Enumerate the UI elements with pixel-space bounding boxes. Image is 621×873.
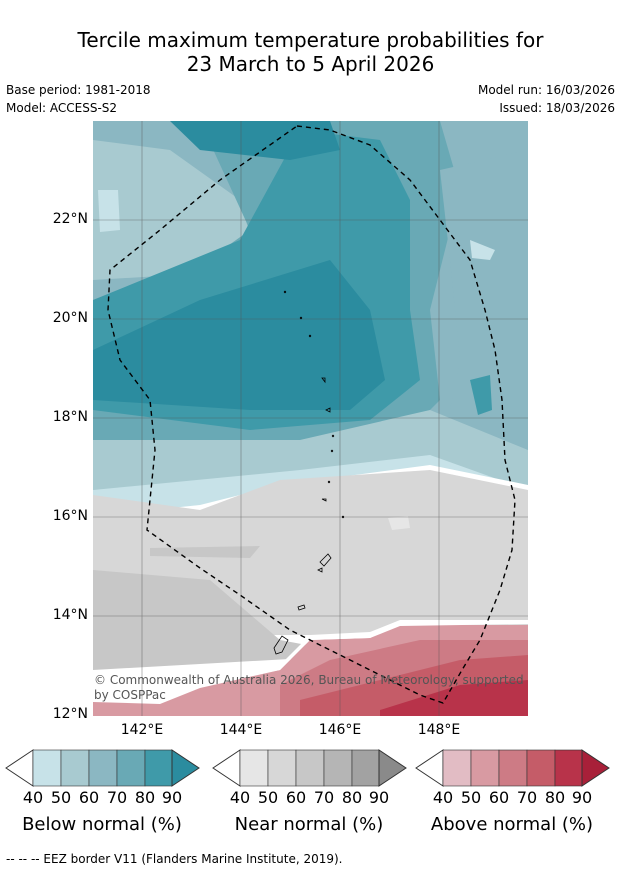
model-run: Model run: 16/03/2026 xyxy=(477,83,615,97)
below-normal-40-east-patch xyxy=(470,240,495,260)
tick: 90 xyxy=(368,788,390,807)
below-normal-label: Below normal (%) xyxy=(22,814,182,835)
lat-label-16n: 16°N xyxy=(52,508,88,524)
lon-label-148e: 148°E xyxy=(417,722,461,738)
islands xyxy=(273,290,345,655)
title-line-2: 23 March to 5 April 2026 xyxy=(186,52,435,76)
guguan-island xyxy=(330,449,334,453)
tick: 50 xyxy=(460,788,482,807)
tick: 60 xyxy=(285,788,307,807)
above-normal-colorbar xyxy=(415,749,610,787)
tick: 70 xyxy=(106,788,128,807)
pagan-island xyxy=(325,407,331,413)
issued-date: Issued: 18/03/2026 xyxy=(499,101,615,115)
tick: 50 xyxy=(50,788,72,807)
lon-label-146e: 146°E xyxy=(318,722,362,738)
model-name: Model: ACCESS-S2 xyxy=(6,101,118,115)
below-normal-90-patch-north xyxy=(170,121,340,160)
tick: 40 xyxy=(432,788,454,807)
lat-label-20n: 20°N xyxy=(52,310,88,326)
lat-label-12n: 12°N xyxy=(52,706,88,722)
saipan-island xyxy=(319,553,332,567)
lat-label-18n: 18°N xyxy=(52,409,88,425)
near-normal-40-patch xyxy=(388,516,410,530)
tick: 60 xyxy=(78,788,100,807)
near-normal-50-north-edge xyxy=(93,470,528,530)
tinian-island xyxy=(317,567,323,573)
title-line-1: Tercile maximum temperature probabilitie… xyxy=(77,28,544,52)
below-normal-colorbar xyxy=(5,749,200,787)
below-normal-40-patch xyxy=(98,190,120,232)
maug-island xyxy=(299,316,303,320)
eez-footnote: -- -- -- EEZ border V11 (Flanders Marine… xyxy=(6,852,343,866)
farallon-de-medinilla-island xyxy=(341,515,345,519)
tick: 70 xyxy=(516,788,538,807)
tick: 40 xyxy=(229,788,251,807)
rota-island xyxy=(297,604,306,611)
guam-island xyxy=(273,635,289,655)
tick: 80 xyxy=(341,788,363,807)
lat-label-14n: 14°N xyxy=(52,607,88,623)
below-normal-50-region xyxy=(93,140,260,280)
tick: 80 xyxy=(544,788,566,807)
sarigan-island xyxy=(327,480,331,484)
graticule xyxy=(93,121,528,716)
copyright-line-1: © Commonwealth of Australia 2026, Bureau… xyxy=(94,673,524,687)
base-period: Base period: 1981-2018 xyxy=(6,83,151,97)
tick: 90 xyxy=(161,788,183,807)
probability-map: © Commonwealth of Australia 2026, Bureau… xyxy=(93,121,528,716)
chart-title: Tercile maximum temperature probabilitie… xyxy=(0,28,621,76)
tick: 60 xyxy=(488,788,510,807)
alamagan-island xyxy=(331,434,335,438)
near-normal-label: Near normal (%) xyxy=(234,814,384,835)
above-normal-80-region xyxy=(380,680,528,716)
tick: 90 xyxy=(571,788,593,807)
anatahan-island xyxy=(321,498,327,502)
near-normal-60-strip xyxy=(150,546,260,558)
meta-left: Base period: 1981-2018 Model: ACCESS-S2 xyxy=(6,81,151,117)
lon-label-142e: 142°E xyxy=(120,722,164,738)
meta-right: Model run: 16/03/2026 Issued: 18/03/2026 xyxy=(478,81,615,117)
tick: 70 xyxy=(313,788,335,807)
lon-label-144e: 144°E xyxy=(219,722,263,738)
eez-border xyxy=(107,125,516,704)
no-dominant-band xyxy=(93,465,528,524)
below-normal-90-region xyxy=(93,260,385,410)
farallon-island xyxy=(283,290,287,294)
tick: 50 xyxy=(257,788,279,807)
above-normal-label: Above normal (%) xyxy=(430,814,594,835)
near-normal-colorbar xyxy=(212,749,407,787)
agrihan-island xyxy=(321,377,326,384)
near-normal-60-region xyxy=(93,570,360,670)
lat-label-22n: 22°N xyxy=(52,211,88,227)
copyright-line-2: by COSPPac xyxy=(94,688,166,702)
asuncion-island xyxy=(308,334,312,338)
tick: 40 xyxy=(22,788,44,807)
no-dominant-band-south xyxy=(93,620,528,704)
tick: 80 xyxy=(134,788,156,807)
below-normal-60-east xyxy=(440,150,528,490)
map-field: © Commonwealth of Australia 2026, Bureau… xyxy=(93,121,528,716)
below-normal-80-east-patch xyxy=(470,375,492,415)
